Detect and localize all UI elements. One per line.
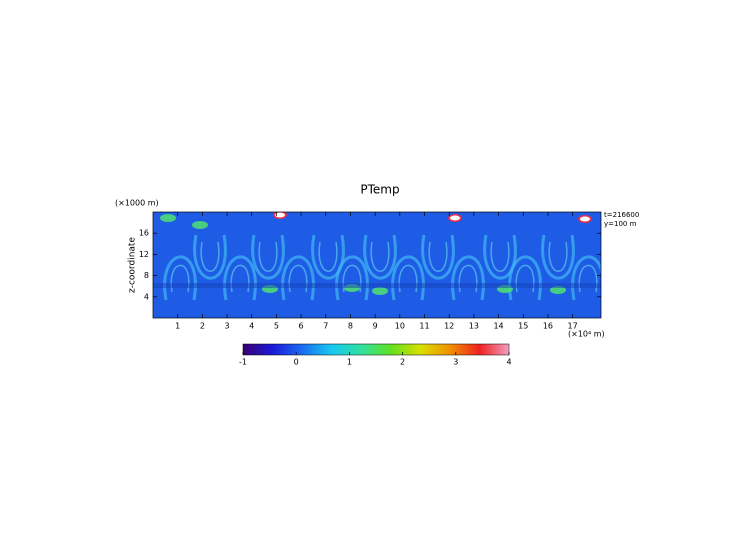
x-tick-label: 13 <box>469 322 479 331</box>
colorbar-tick-label: 1 <box>347 358 352 367</box>
field-background <box>153 212 601 318</box>
x-tick-label: 5 <box>274 322 279 331</box>
field <box>153 212 601 318</box>
field-swirl <box>490 241 510 272</box>
x-tick-label: 16 <box>543 322 553 331</box>
y-axis-label: z-coordinate <box>128 237 138 293</box>
y-tick-label: 4 <box>144 292 149 301</box>
field-swirl <box>288 264 308 293</box>
field-swirl <box>200 241 220 272</box>
field-swirl <box>193 234 227 280</box>
field-swirl <box>421 234 455 280</box>
x-tick-label: 6 <box>299 322 304 331</box>
field-band <box>153 283 601 288</box>
x-tick-label: 8 <box>348 322 353 331</box>
x-tick-label: 17 <box>568 322 578 331</box>
colorbar-tick-label: 2 <box>400 358 405 367</box>
field-blob <box>372 287 388 295</box>
annotation: t=216600 <box>604 211 639 219</box>
plot-frame <box>152 211 602 319</box>
field-swirl <box>515 264 535 293</box>
colorbar-tick-label: 4 <box>506 358 511 367</box>
y-tick-label: 16 <box>139 229 149 238</box>
x-tick-label: 1 <box>175 322 180 331</box>
x-tick-label: 10 <box>395 322 405 331</box>
x-unit: (×10⁴ m) <box>568 330 605 339</box>
y-tick-label: 8 <box>144 271 149 280</box>
field-swirl <box>483 234 517 280</box>
x-tick-label: 3 <box>225 322 230 331</box>
field-blob <box>580 216 590 222</box>
field-swirl <box>311 234 345 280</box>
x-tick-label: 7 <box>323 322 328 331</box>
field-swirl <box>428 241 448 272</box>
field-swirl <box>342 264 362 293</box>
x-tick-label: 9 <box>373 322 378 331</box>
field-swirl <box>318 241 338 272</box>
field-swirl <box>458 264 478 293</box>
field-swirl <box>258 241 278 272</box>
field-swirl <box>363 234 397 280</box>
x-tick-label: 11 <box>419 322 429 331</box>
colorbar <box>242 343 510 356</box>
field-swirl <box>578 264 598 293</box>
chart-title: PTemp <box>360 183 399 197</box>
y-unit: (×1000 m) <box>115 199 159 208</box>
y-tick-label: 12 <box>139 250 149 259</box>
field-blob <box>192 221 208 229</box>
field-swirl <box>548 241 568 272</box>
colorbar-tick-label: 3 <box>453 358 458 367</box>
field-swirl <box>230 264 250 293</box>
field-swirl <box>370 241 390 272</box>
x-tick-label: 2 <box>200 322 205 331</box>
annotation: y=100 m <box>604 220 637 228</box>
x-tick-label: 4 <box>249 322 254 331</box>
field-swirl <box>170 264 190 293</box>
x-tick-label: 12 <box>444 322 454 331</box>
field-blob <box>275 212 285 218</box>
colorbar-tick-label: -1 <box>239 358 247 367</box>
x-tick-label: 14 <box>493 322 503 331</box>
field-swirl <box>541 234 575 280</box>
colorbar-tick-label: 0 <box>294 358 299 367</box>
field-swirl <box>398 264 418 293</box>
x-tick-label: 15 <box>518 322 528 331</box>
field-blob <box>160 214 176 222</box>
field-swirl <box>251 234 285 280</box>
field-blob <box>450 215 460 221</box>
